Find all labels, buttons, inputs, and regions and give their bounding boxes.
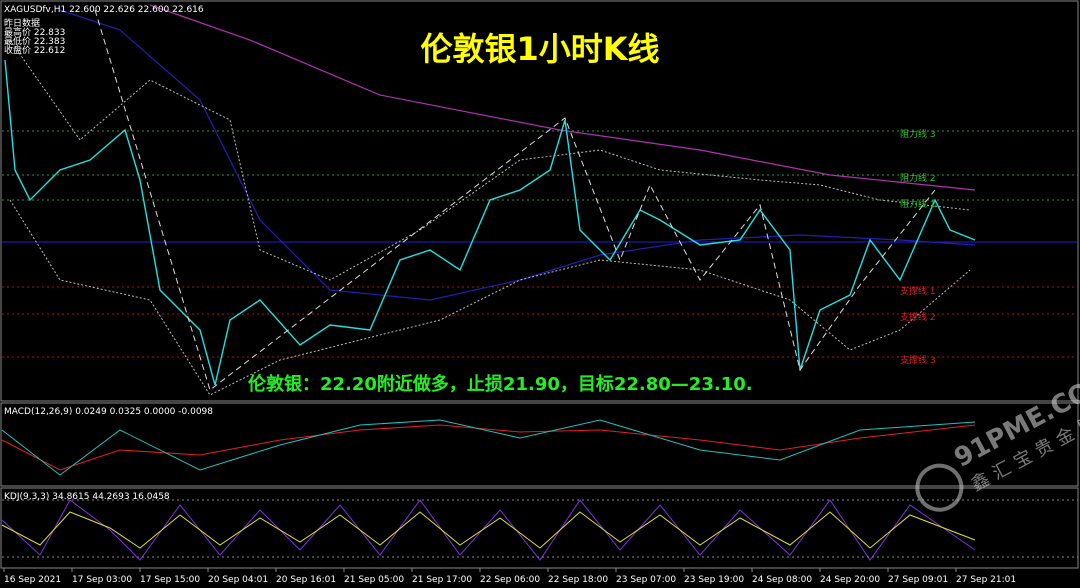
time-label: 24 Sep 08:00 (752, 575, 812, 585)
info-line: 收盘价 22.612 (4, 44, 65, 56)
time-label: 22 Sep 18:00 (548, 575, 608, 585)
annotation: 伦敦银：22.20附近做多，止损21.90，目标22.80—23.10. (248, 373, 753, 395)
time-label: 17 Sep 15:00 (140, 575, 200, 585)
kdj-pane (0, 487, 1079, 569)
time-label: 27 Sep 21:01 (956, 575, 1016, 585)
info-line: 昨日数据 (4, 17, 40, 29)
time-label: 21 Sep 17:00 (412, 575, 472, 585)
time-label: 20 Sep 04:01 (208, 575, 268, 585)
resistance-label: 阻力线 3 (900, 128, 936, 140)
ma-long (149, 4, 976, 191)
trend-lines (94, 9, 936, 391)
kdj-j (1, 499, 976, 561)
macd-signal (1, 424, 976, 471)
support-label: 支撑线 2 (900, 311, 936, 323)
band-top (9, 39, 971, 281)
kdj-d (1, 511, 976, 549)
resistance-label: 阻力线 2 (900, 172, 936, 184)
title: 伦敦银1小时K线 (420, 30, 659, 68)
time-label: 24 Sep 20:00 (820, 575, 880, 585)
time-label: 21 Sep 05:00 (344, 575, 404, 585)
resistance-label: 阻力线 1 (900, 198, 936, 210)
info-line: 最低价 22.383 (4, 35, 65, 47)
time-label: 20 Sep 16:01 (276, 575, 336, 585)
support-label: 支撑线 1 (900, 285, 936, 297)
band-bottom (9, 199, 971, 396)
time-label: 23 Sep 07:00 (616, 575, 676, 585)
time-label: 27 Sep 09:01 (888, 575, 948, 585)
support-label: 支撑线 3 (900, 354, 936, 366)
kdj-label: KDJ(9,3,3) 34.8615 44.2693 16.0458 (4, 492, 170, 502)
price (4, 59, 976, 386)
macd-label: MACD(12,26,9) 0.0249 0.0325 0.0000 -0.00… (4, 407, 213, 417)
time-label: 23 Sep 19:00 (684, 575, 744, 585)
info-line: 最高价 22.833 (4, 26, 65, 38)
time-label: 17 Sep 03:00 (72, 575, 132, 585)
main-pane (0, 0, 1079, 402)
symbol: XAGUSDfv,H1 22.600 22.626 22.600 22.616 (4, 5, 204, 15)
ma-mid (59, 9, 976, 301)
macd-pane (0, 402, 1079, 487)
time-label: 16 Sep 2021 (4, 575, 61, 585)
macd-line (1, 419, 976, 476)
time-label: 22 Sep 06:00 (480, 575, 540, 585)
levels (2, 130, 1078, 358)
